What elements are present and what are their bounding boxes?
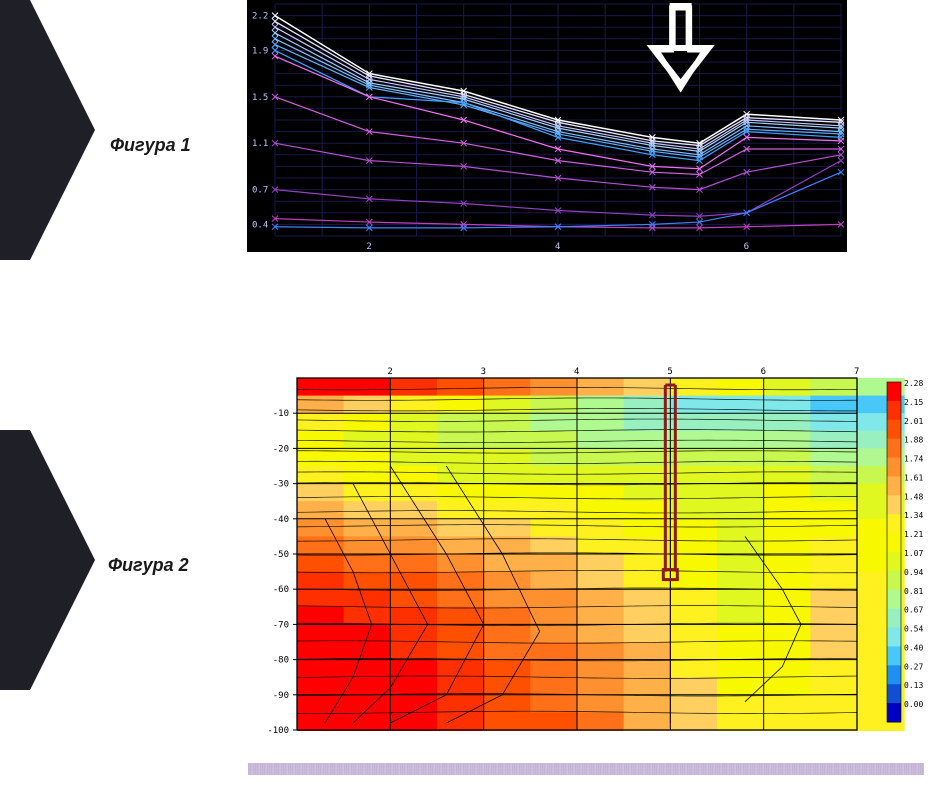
svg-text:1.9: 1.9	[252, 46, 268, 56]
svg-text:6: 6	[744, 242, 749, 252]
svg-text:0.27: 0.27	[904, 662, 923, 671]
svg-text:2.01: 2.01	[904, 417, 923, 426]
svg-text:4: 4	[574, 367, 579, 377]
svg-text:2.2: 2.2	[252, 12, 268, 22]
svg-text:0.40: 0.40	[904, 643, 923, 652]
svg-text:1.1: 1.1	[252, 139, 268, 149]
svg-text:1.21: 1.21	[904, 530, 923, 539]
svg-text:-100: -100	[267, 726, 289, 736]
svg-text:1.48: 1.48	[904, 492, 923, 501]
svg-text:1.07: 1.07	[904, 549, 923, 558]
svg-text:1.74: 1.74	[904, 455, 923, 464]
label1-text: Фигура 1	[110, 135, 191, 156]
figure2-contour-heatmap: 2 3 4 5 6 7 -10 -20 -30 -40 -50 -60 -70 -80 -90 -100 2.…	[247, 360, 927, 740]
svg-text:2: 2	[387, 367, 392, 377]
svg-text:-60: -60	[273, 585, 289, 595]
svg-text:2.15: 2.15	[904, 398, 923, 407]
svg-text:2.28: 2.28	[904, 379, 923, 388]
svg-text:1.5: 1.5	[252, 93, 268, 103]
svg-text:0.54: 0.54	[904, 625, 923, 634]
svg-text:0.4: 0.4	[252, 220, 268, 230]
svg-text:-70: -70	[273, 620, 289, 630]
svg-text:0.13: 0.13	[904, 681, 923, 690]
svg-text:3: 3	[481, 367, 486, 377]
label1-arrow	[0, 0, 100, 260]
svg-text:-10: -10	[273, 409, 289, 419]
label2-text: Фигура 2	[108, 555, 189, 576]
svg-text:0.94: 0.94	[904, 568, 923, 577]
svg-text:1.61: 1.61	[904, 473, 923, 482]
noise-strip	[248, 763, 924, 775]
svg-text:-80: -80	[273, 656, 289, 666]
figure1-line-chart: 0.4 0.7 1.1 1.5 1.9 2.2 2 4 6	[247, 0, 847, 252]
svg-text:-90: -90	[273, 691, 289, 701]
svg-text:5: 5	[667, 367, 672, 377]
svg-text:-40: -40	[273, 515, 289, 525]
svg-text:-50: -50	[273, 550, 289, 560]
svg-text:1.88: 1.88	[904, 436, 923, 445]
svg-text:-20: -20	[273, 444, 289, 454]
svg-text:-30: -30	[273, 480, 289, 490]
svg-text:7: 7	[854, 367, 859, 377]
svg-text:0.00: 0.00	[904, 700, 923, 709]
svg-text:0.7: 0.7	[252, 186, 268, 196]
svg-text:0.81: 0.81	[904, 587, 923, 596]
svg-text:4: 4	[555, 242, 560, 252]
svg-text:6: 6	[761, 367, 766, 377]
svg-text:2: 2	[366, 242, 371, 252]
svg-text:0.67: 0.67	[904, 606, 923, 615]
label2-arrow	[0, 430, 100, 690]
svg-text:1.34: 1.34	[904, 511, 923, 520]
